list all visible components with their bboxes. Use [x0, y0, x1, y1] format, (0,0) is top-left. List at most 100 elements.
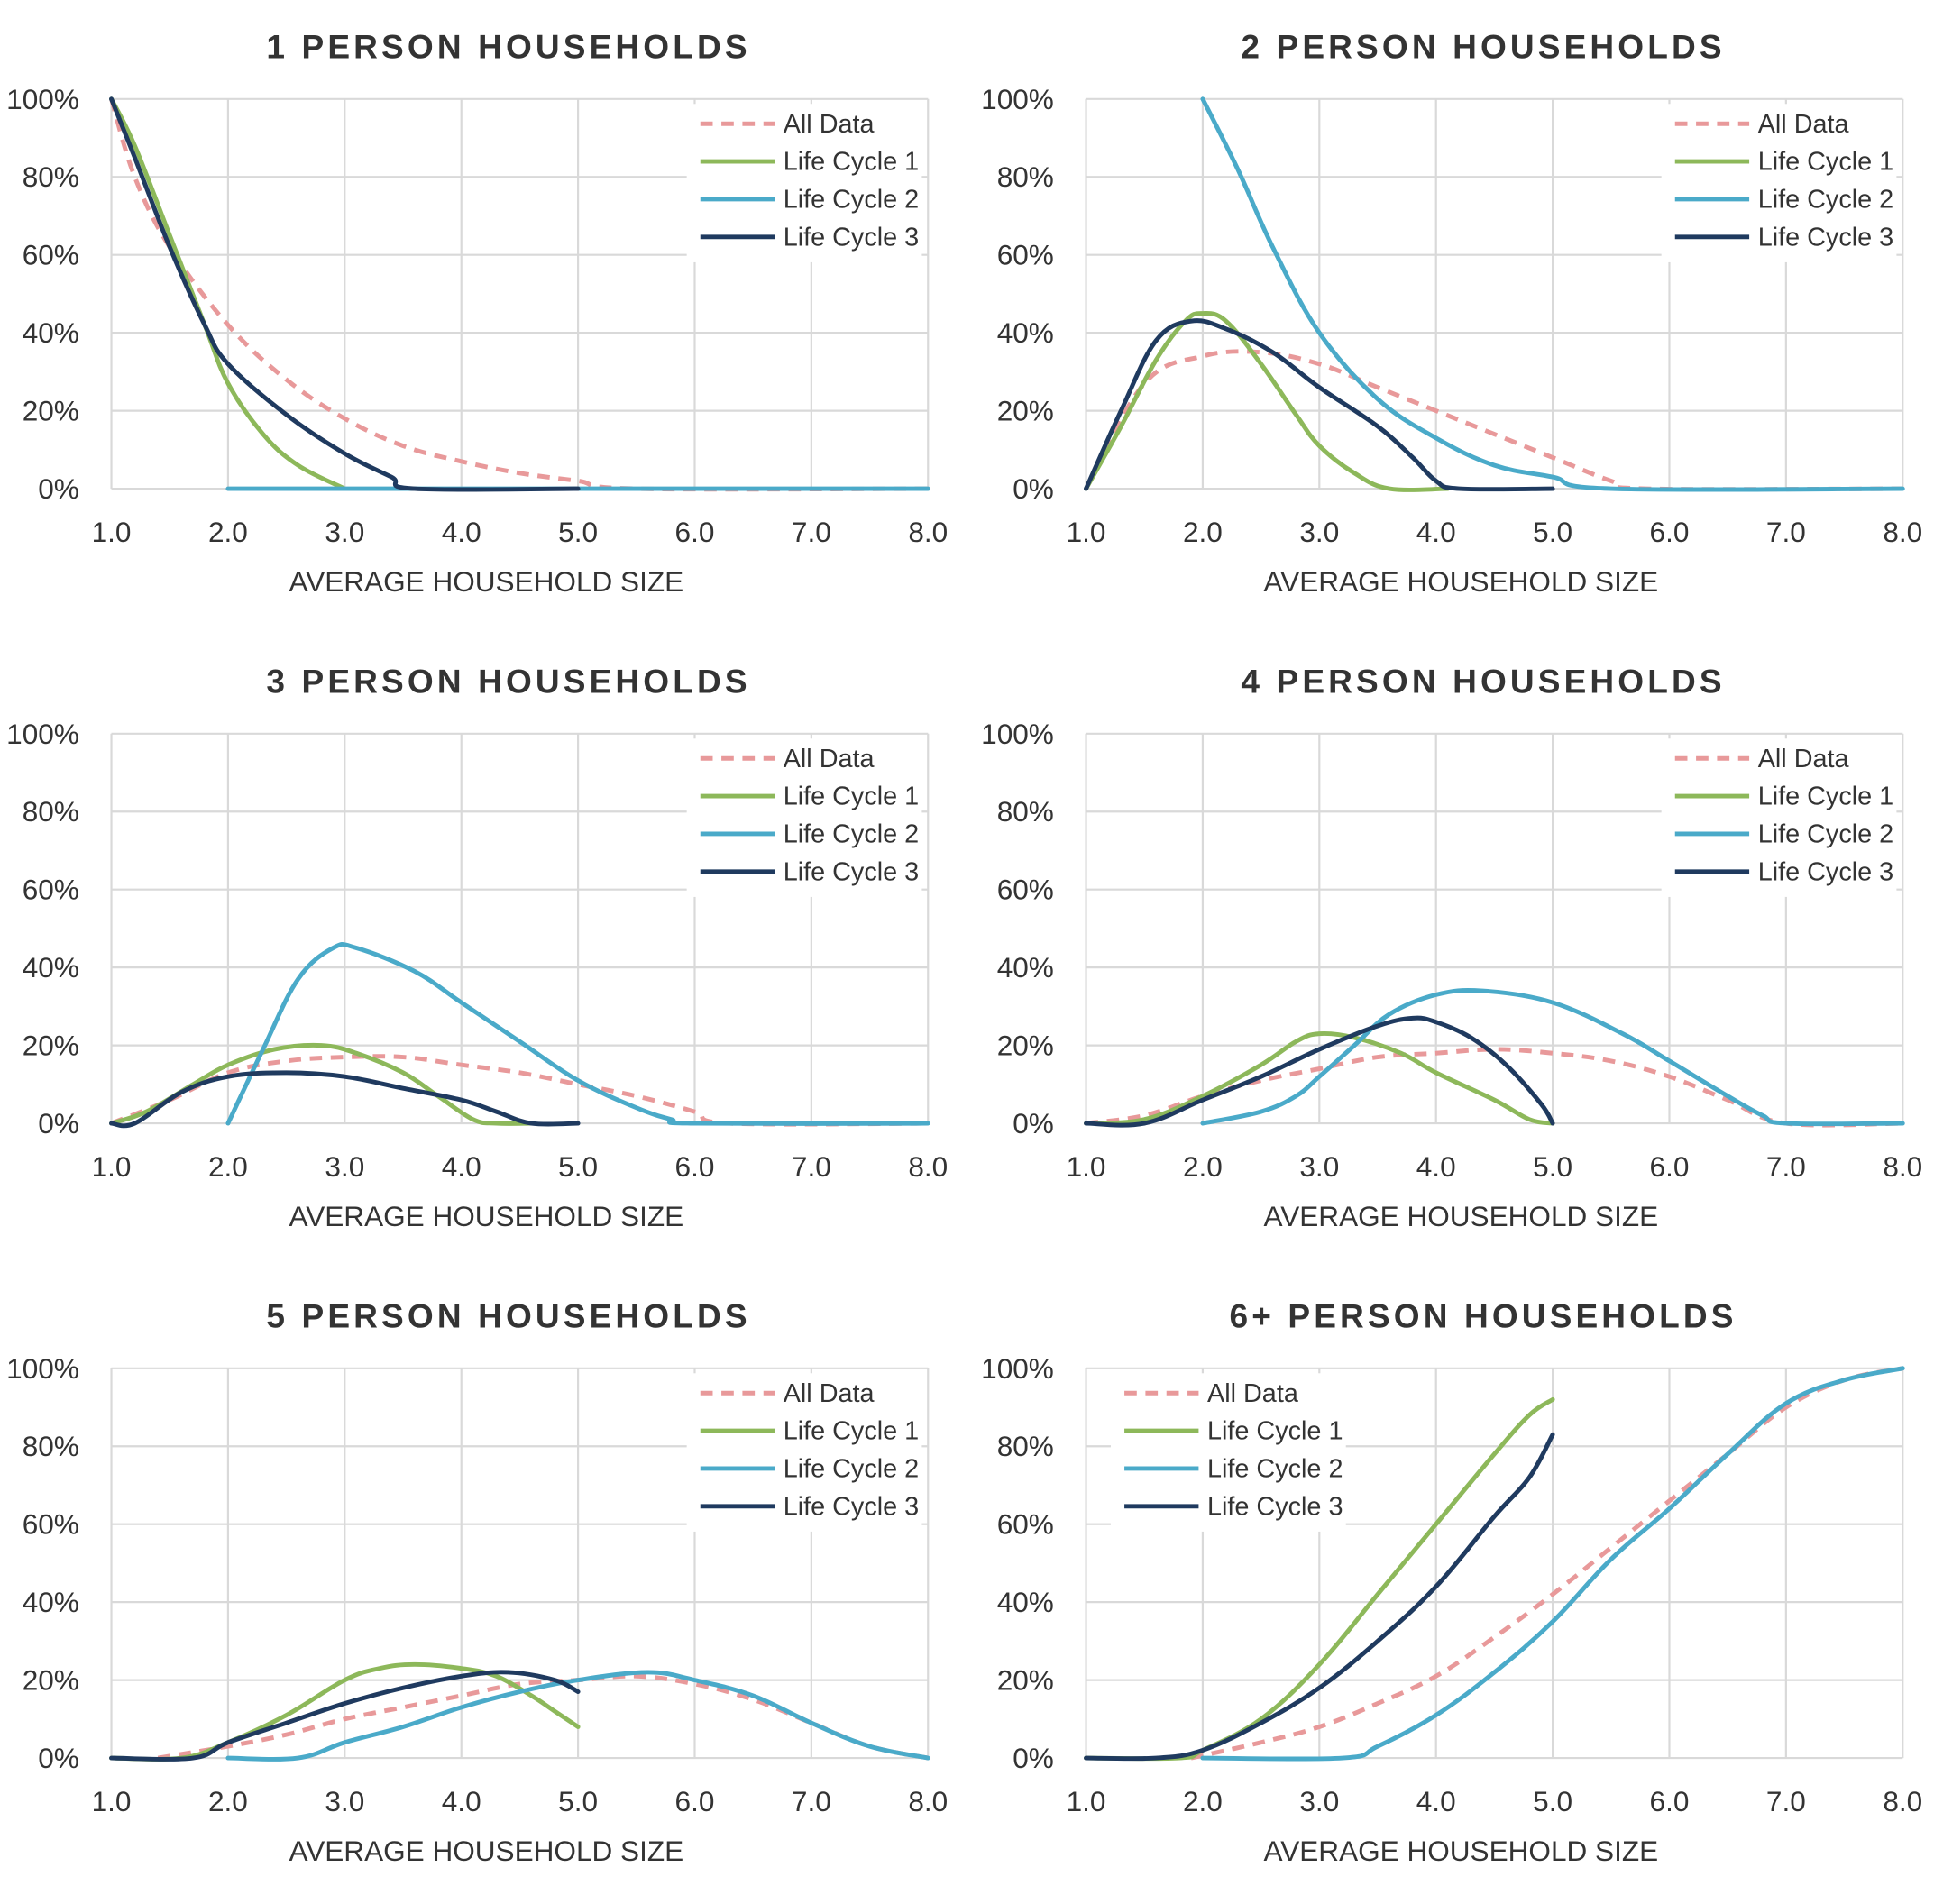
x-tick-label: 7.0 [792, 1785, 831, 1817]
series-line-life-cycle-2 [225, 941, 930, 1126]
legend-label: All Data [784, 745, 875, 774]
series-line-life-cycle-2 [1200, 987, 1906, 1127]
legend-label: Life Cycle 1 [784, 1417, 919, 1446]
x-tick-label: 3.0 [325, 516, 364, 548]
x-tick-label: 4.0 [1416, 1150, 1456, 1183]
x-tick-label: 2.0 [208, 516, 248, 548]
y-tick-label: 80% [23, 1430, 79, 1462]
y-tick-label: 80% [997, 1430, 1054, 1462]
legend-label: Life Cycle 2 [784, 1455, 919, 1484]
chart-title: 1 PERSON HOUSEHOLDS [266, 27, 750, 65]
series-line-life-cycle-3 [1084, 318, 1555, 492]
legend-label: Life Cycle 2 [784, 820, 919, 849]
x-tick-label: 4.0 [442, 516, 481, 548]
x-tick-label: 6.0 [675, 516, 715, 548]
y-tick-label: 40% [23, 316, 79, 349]
legend-label: All Data [784, 1379, 875, 1408]
chart-title: 6+ PERSON HOUSEHOLDS [1230, 1296, 1737, 1334]
y-tick-label: 100% [982, 83, 1055, 115]
x-tick-label: 4.0 [1416, 1785, 1456, 1817]
y-tick-label: 20% [23, 395, 79, 427]
y-tick-label: 100% [982, 718, 1055, 750]
series-group [109, 96, 930, 492]
series-line-life-cycle-3 [109, 96, 581, 492]
chart-panel-1: 1 PERSON HOUSEHOLDS 0% 20% 40% 60% 80% 100% 1.0… [6, 27, 948, 598]
y-tick-label: 0% [38, 1107, 79, 1140]
y-tick-label: 100% [6, 1352, 79, 1385]
chart-title: 5 PERSON HOUSEHOLDS [266, 1296, 750, 1334]
x-tick-label: 5.0 [1534, 1150, 1573, 1183]
x-tick-label: 6.0 [675, 1785, 715, 1817]
legend-label: Life Cycle 1 [784, 783, 919, 811]
x-tick-label: 6.0 [1650, 516, 1690, 548]
x-tick-label: 8.0 [908, 1150, 948, 1183]
chart-panel-6: 6+ PERSON HOUSEHOLDS 0% 20% 40% 60% 80% 100% 1.… [982, 1296, 1923, 1867]
x-tick-label: 8.0 [908, 516, 948, 548]
chart-panel-2: 2 PERSON HOUSEHOLDS 0% 20% 40% 60% 80% 100% 1.0… [982, 27, 1923, 598]
chart-panel-3: 3 PERSON HOUSEHOLDS 0% 20% 40% 60% 80% 100% 1.0… [6, 662, 948, 1231]
series-line-life-cycle-1 [1084, 1030, 1555, 1126]
series-line-all-data [1190, 1366, 1904, 1761]
x-tick-label: 7.0 [1766, 516, 1806, 548]
x-tick-label: 1.0 [92, 1150, 132, 1183]
x-axis-label: AVERAGE HOUSEHOLD SIZE [1264, 1200, 1659, 1232]
chart-panel-5: 5 PERSON HOUSEHOLDS 0% 20% 40% 60% 80% 100% 1.0… [6, 1296, 948, 1866]
x-axis-label: AVERAGE HOUSEHOLD SIZE [1264, 1835, 1659, 1867]
series-group [109, 941, 930, 1129]
series-line-life-cycle-3 [109, 1670, 581, 1762]
x-tick-label: 7.0 [792, 1150, 831, 1183]
legend-label: All Data [1758, 110, 1850, 139]
chart-title: 3 PERSON HOUSEHOLDS [266, 662, 750, 700]
x-axis-label: AVERAGE HOUSEHOLD SIZE [1264, 565, 1659, 598]
y-tick-label: 20% [23, 1664, 79, 1697]
y-tick-label: 20% [23, 1030, 79, 1062]
x-tick-label: 6.0 [1650, 1150, 1690, 1183]
y-tick-label: 20% [997, 395, 1054, 427]
series-group [109, 1661, 930, 1762]
y-tick-label: 40% [23, 1586, 79, 1618]
series-line-life-cycle-3 [1084, 1432, 1555, 1762]
x-tick-label: 8.0 [1884, 1150, 1923, 1183]
legend-label: Life Cycle 2 [1207, 1455, 1343, 1484]
legend-label: All Data [784, 110, 875, 139]
series-group [1084, 1366, 1906, 1762]
y-tick-label: 20% [997, 1664, 1054, 1697]
x-tick-label: 4.0 [1416, 516, 1456, 548]
legend-label: Life Cycle 1 [1207, 1417, 1343, 1446]
x-tick-label: 5.0 [1534, 1785, 1573, 1817]
chart-title: 4 PERSON HOUSEHOLDS [1242, 662, 1726, 700]
y-tick-label: 60% [23, 239, 79, 271]
y-tick-label: 80% [23, 160, 79, 193]
series-line-life-cycle-3 [109, 1070, 581, 1129]
y-tick-label: 40% [997, 951, 1054, 984]
y-tick-label: 0% [38, 1742, 79, 1774]
x-axis-label: AVERAGE HOUSEHOLD SIZE [289, 565, 684, 598]
x-tick-label: 4.0 [442, 1150, 481, 1183]
y-tick-label: 0% [38, 472, 79, 505]
x-tick-label: 1.0 [1067, 516, 1106, 548]
x-tick-label: 3.0 [1300, 516, 1340, 548]
legend-label: Life Cycle 2 [1758, 820, 1893, 849]
legend: All Data Life Cycle 1 Life Cycle 2 Life Cyc… [686, 104, 922, 262]
x-tick-label: 1.0 [92, 516, 132, 548]
x-tick-label: 2.0 [1183, 1785, 1223, 1817]
y-tick-label: 0% [1013, 472, 1055, 505]
x-tick-label: 5.0 [558, 516, 598, 548]
legend-label: Life Cycle 2 [784, 186, 919, 215]
y-tick-label: 100% [6, 718, 79, 750]
x-tick-label: 6.0 [675, 1150, 715, 1183]
y-tick-label: 80% [23, 795, 79, 828]
y-tick-label: 60% [997, 1508, 1054, 1541]
series-line-life-cycle-3 [1084, 1015, 1555, 1128]
y-tick-label: 100% [6, 83, 79, 115]
series-line-life-cycle-2 [1200, 96, 1906, 492]
x-tick-label: 8.0 [1884, 1785, 1923, 1817]
legend: All Data Life Cycle 1 Life Cycle 2 Life Cyc… [686, 738, 922, 897]
legend: All Data Life Cycle 1 Life Cycle 2 Life Cyc… [1662, 738, 1897, 897]
y-tick-label: 40% [997, 1586, 1054, 1618]
x-tick-label: 3.0 [1300, 1150, 1340, 1183]
legend-label: All Data [1758, 745, 1850, 774]
y-tick-label: 60% [997, 239, 1054, 271]
legend: All Data Life Cycle 1 Life Cycle 2 Life Cyc… [1662, 104, 1897, 262]
